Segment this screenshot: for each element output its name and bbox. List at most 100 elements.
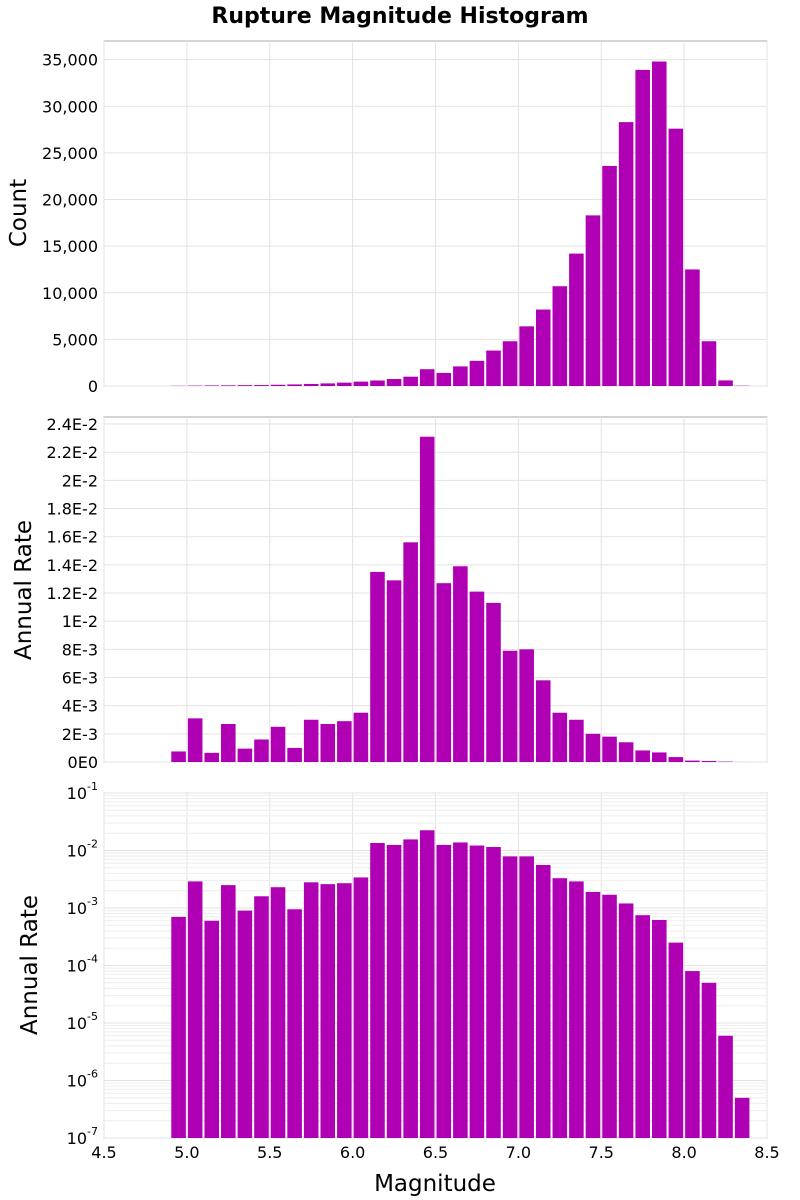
bar-rate-log-6.95 xyxy=(502,856,518,1138)
bar-count-8.05 xyxy=(685,269,700,386)
y-tick-label: 0 xyxy=(88,377,98,396)
bar-rate-linear-7.15 xyxy=(535,680,551,762)
y-tick-label: 2E-2 xyxy=(62,471,98,490)
y-tick-label: 8E-3 xyxy=(62,640,98,659)
bar-rate-log-7.55 xyxy=(602,894,617,1138)
x-tick-label: 5.0 xyxy=(174,1143,199,1162)
y-tick-label: 35,000 xyxy=(42,51,98,70)
bar-rate-log-7.85 xyxy=(651,919,667,1138)
x-tick-label: 5.5 xyxy=(257,1143,282,1162)
bar-rate-log-7.75 xyxy=(635,915,650,1138)
bar-count-5.15 xyxy=(204,385,220,386)
bar-rate-log-8.05 xyxy=(685,971,700,1138)
bar-rate-linear-8.15 xyxy=(701,761,717,762)
bar-rate-linear-5.25 xyxy=(221,723,236,762)
bar-count-7.35 xyxy=(569,253,584,386)
x-tick-label: 6.0 xyxy=(340,1143,365,1162)
y-axis-label-rate-log: Annual Rate xyxy=(17,895,43,1035)
x-tick-label: 6.5 xyxy=(423,1143,448,1162)
bar-count-7.95 xyxy=(668,128,684,386)
bar-rate-linear-4.95 xyxy=(171,751,186,762)
bar-count-5.25 xyxy=(221,385,236,386)
bar-count-6.85 xyxy=(486,350,501,386)
y-tick-label: 1.8E-2 xyxy=(46,500,98,519)
y-tick-label: 10-1 xyxy=(67,780,98,803)
y-tick-label: 1E-2 xyxy=(62,612,98,631)
x-tick-label: 4.5 xyxy=(91,1143,116,1162)
bar-rate-linear-6.35 xyxy=(403,542,418,762)
bar-count-5.35 xyxy=(237,385,253,386)
bar-count-7.45 xyxy=(585,215,601,386)
y-tick-label: 4E-3 xyxy=(62,697,98,716)
bar-rate-log-5.55 xyxy=(270,887,286,1138)
bar-rate-log-5.95 xyxy=(337,883,352,1138)
bar-rate-linear-5.15 xyxy=(204,752,220,762)
bar-rate-log-7.35 xyxy=(569,881,584,1138)
bar-rate-linear-5.85 xyxy=(320,723,336,762)
bar-rate-log-6.35 xyxy=(403,839,418,1138)
bar-rate-linear-7.35 xyxy=(569,719,584,762)
plot-area-count: 0 5,000 10,000 15,000 20,000 25,000 30,000 35,0… xyxy=(42,40,768,396)
bar-rate-linear-7.45 xyxy=(585,733,601,762)
bar-rate-log-8.35 xyxy=(734,1097,750,1138)
bar-rate-linear-7.75 xyxy=(635,750,650,762)
x-tick-label: 7.0 xyxy=(506,1143,531,1162)
bar-count-5.45 xyxy=(254,385,269,386)
plot-area-rate-log: 10-710-610-510-410-310-210-14.5 5.0 5.5 6.0… xyxy=(67,780,780,1162)
bar-rate-log-8.25 xyxy=(718,1035,733,1138)
x-tick-label: 8.5 xyxy=(754,1143,779,1162)
bar-rate-log-4.95 xyxy=(171,916,186,1138)
y-tick-label: 1.6E-2 xyxy=(46,528,98,547)
bar-count-5.95 xyxy=(337,382,352,386)
x-tick-label: 7.5 xyxy=(589,1143,614,1162)
bar-count-7.85 xyxy=(651,61,667,386)
bar-rate-linear-7.05 xyxy=(519,649,534,762)
chart-title: Rupture Magnitude Histogram xyxy=(211,4,588,29)
panel-rate-log: Annual Rate Magnitude xyxy=(17,895,496,1197)
y-tick-label: 15,000 xyxy=(42,237,98,256)
bar-count-5.65 xyxy=(287,384,302,386)
bar-rate-log-7.05 xyxy=(519,856,534,1138)
bar-rate-log-5.05 xyxy=(187,881,203,1138)
bar-rate-log-7.65 xyxy=(618,903,634,1138)
bar-rate-linear-6.45 xyxy=(419,436,435,762)
y-tick-label: 10-6 xyxy=(67,1068,98,1091)
bar-rate-log-7.95 xyxy=(668,942,684,1138)
y-tick-label: 10-5 xyxy=(67,1010,98,1033)
bar-count-6.95 xyxy=(502,341,518,386)
bar-count-7.05 xyxy=(519,326,534,386)
bar-rate-linear-7.65 xyxy=(618,742,634,762)
bar-rate-linear-8.05 xyxy=(685,760,700,762)
bar-rate-linear-5.05 xyxy=(187,718,203,762)
bar-rate-linear-6.05 xyxy=(353,712,369,762)
bar-rate-log-6.15 xyxy=(370,843,385,1138)
bar-count-6.45 xyxy=(419,369,435,386)
bar-rate-log-6.75 xyxy=(469,845,485,1138)
bar-count-5.85 xyxy=(320,383,336,386)
bar-rate-linear-5.55 xyxy=(270,726,286,762)
y-axis-label-count: Count xyxy=(6,179,32,247)
bar-rate-linear-6.55 xyxy=(436,583,452,762)
bar-rate-linear-5.95 xyxy=(337,721,352,762)
bar-rate-log-6.65 xyxy=(453,842,468,1138)
bar-rate-linear-6.25 xyxy=(386,580,402,762)
bar-rate-log-6.45 xyxy=(419,830,435,1138)
bar-rate-log-8.15 xyxy=(701,982,717,1138)
y-tick-label: 1.4E-2 xyxy=(46,556,98,575)
bar-rate-log-5.75 xyxy=(303,882,319,1138)
bar-rate-linear-6.85 xyxy=(486,602,501,762)
plot-area-rate-linear: 0E0 2E-3 4E-3 6E-3 8E-3 1E-2 1.2E-2 1.4E-2 1.6E-… xyxy=(46,415,768,772)
bar-rate-log-5.35 xyxy=(237,910,253,1138)
bar-rate-log-7.25 xyxy=(552,878,568,1138)
bar-rate-log-5.65 xyxy=(287,909,302,1138)
y-tick-label: 2.4E-2 xyxy=(46,415,98,434)
bar-rate-linear-6.65 xyxy=(453,566,468,762)
bar-count-6.55 xyxy=(436,372,452,386)
bar-count-7.75 xyxy=(635,69,650,387)
bar-rate-log-5.45 xyxy=(254,896,269,1138)
bar-rate-linear-7.85 xyxy=(651,752,667,762)
y-tick-label: 10-2 xyxy=(67,838,98,861)
bar-count-7.15 xyxy=(535,309,551,386)
y-tick-label: 2E-3 xyxy=(62,725,98,744)
